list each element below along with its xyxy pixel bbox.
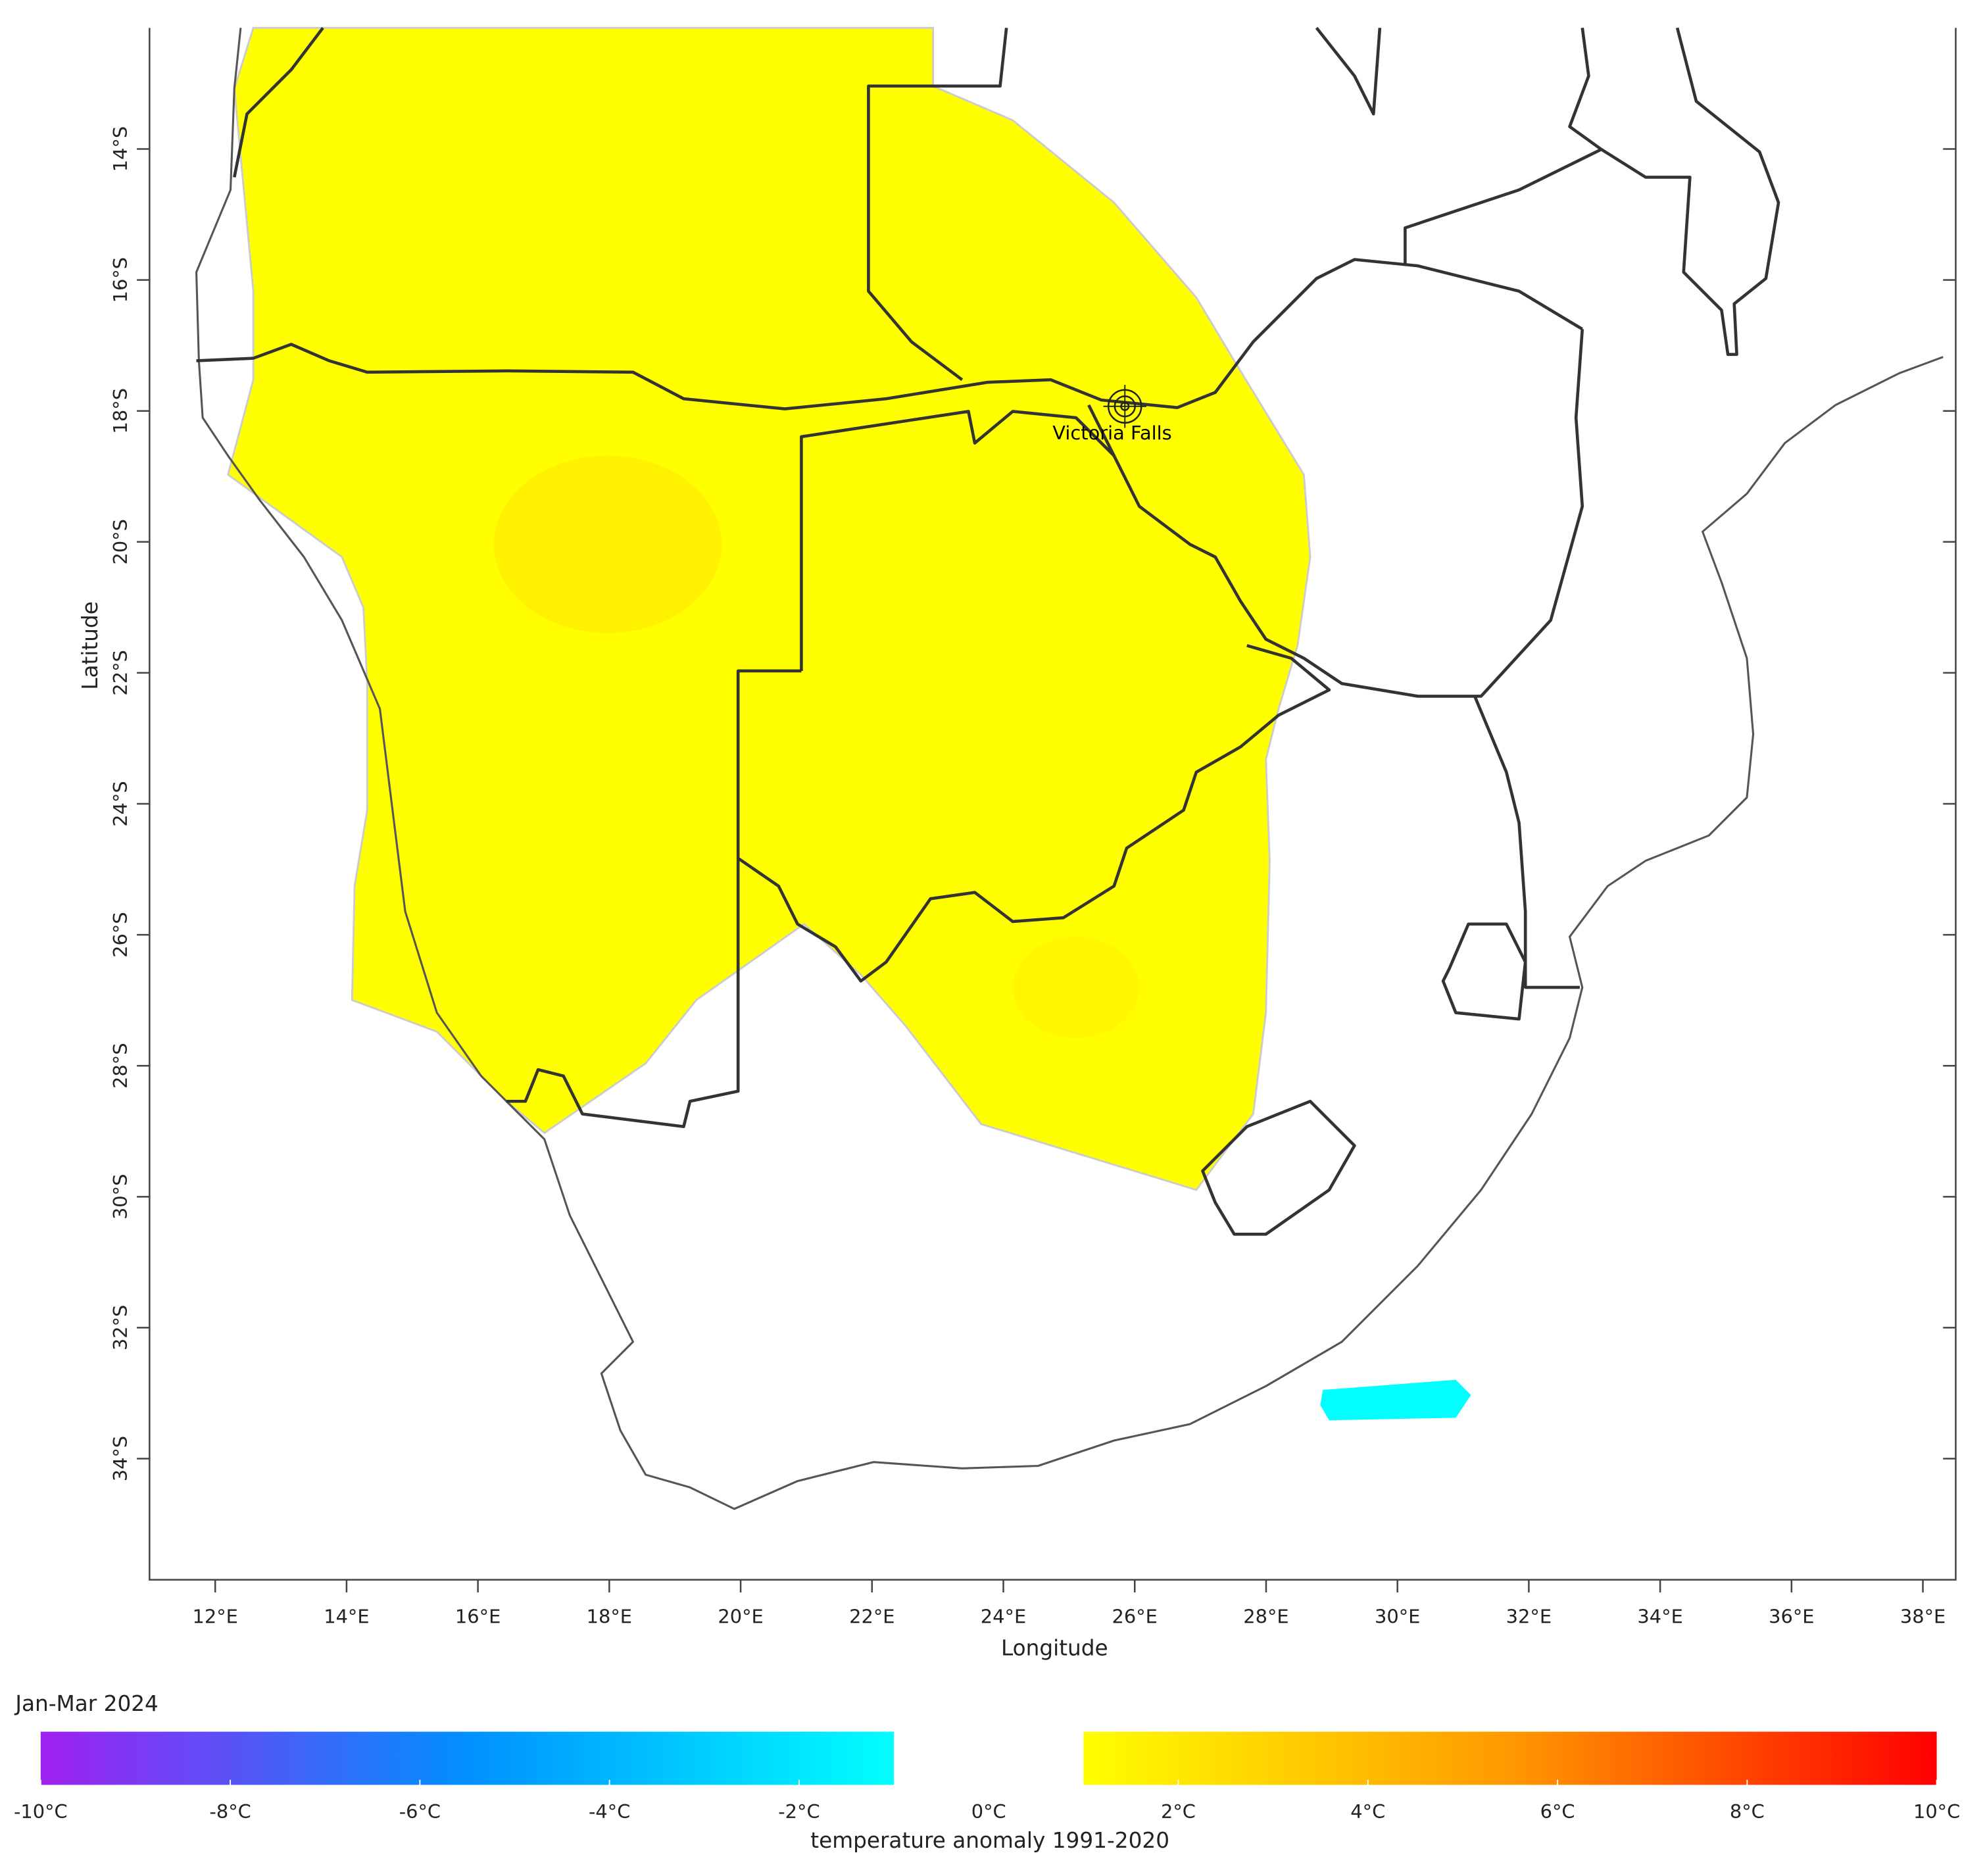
y-tick-label: 26°S [109,912,132,957]
x-tick-label: 24°E [981,1605,1026,1627]
y-tick-label: 30°S [109,1174,132,1220]
border [1201,1099,1356,1236]
border [233,26,324,178]
warm-anomaly-region [226,26,1311,1191]
y-tick-label: 32°S [109,1305,132,1350]
warm-anomaly-core [1012,937,1140,1039]
border [196,258,1583,410]
x-tick-label: 28°E [1243,1605,1288,1627]
colorbar-tick-label: 10°C [1913,1800,1960,1823]
colorbar-segment [40,1731,894,1785]
y-tick-label: 34°S [109,1436,132,1481]
border [506,858,740,1129]
y-tick-label: 20°S [109,519,132,564]
border [1473,695,1580,989]
colorbar-title: Jan-Mar 2024 [14,1691,159,1716]
y-axis-label: Latitude [78,601,103,690]
colorbar-tick-label: 2°C [1161,1800,1196,1823]
x-tick-label: 14°E [324,1605,369,1627]
x-tick-label: 26°E [1112,1605,1158,1627]
anomaly-shading [226,26,1471,1421]
x-tick-label: 16°E [455,1605,501,1627]
x-tick-label: 32°E [1506,1605,1552,1627]
x-axis-label: Longitude [1001,1636,1108,1661]
y-tick-label: 28°S [109,1043,132,1088]
warm-anomaly-core [493,455,722,633]
colorbar-tick-label: 6°C [1540,1800,1575,1823]
border [1441,922,1527,1021]
border [1315,26,1382,116]
x-tick-label: 18°E [587,1605,632,1627]
country-borders [196,26,1780,1236]
y-tick-label: 16°S [109,257,132,303]
border [736,410,1331,983]
y-tick-label: 14°S [109,126,132,172]
coastline-path [195,28,1944,1510]
cool-anomaly-region [1320,1379,1471,1421]
border [1568,28,1602,151]
place-label: Victoria Falls [1052,422,1171,444]
colorbar-tick-label: 0°C [971,1800,1006,1823]
colorbar-segment [1083,1731,1937,1785]
place-marker [1103,385,1146,428]
y-tick-label: 24°S [109,781,132,826]
y-tick-label: 18°S [109,388,132,433]
colorbar-tick-label: 8°C [1730,1800,1765,1823]
border [1087,329,1584,698]
colorbar-tick-label: -10°C [14,1800,68,1823]
x-tick-label: 22°E [849,1605,894,1627]
x-tick-label: 34°E [1637,1605,1682,1627]
colorbar-tick-label: -6°C [399,1800,441,1823]
x-tick-label: 36°E [1769,1605,1814,1627]
border [867,28,1008,382]
x-tick-label: 20°E [718,1605,763,1627]
coastline [195,28,1944,1510]
x-tick-label: 12°E [192,1605,237,1627]
y-tick-label: 22°S [109,650,132,695]
x-tick-label: 38°E [1900,1605,1946,1627]
border [1404,27,1780,357]
colorbar-tick-label: -2°C [778,1800,820,1823]
colorbar-tick-label: -8°C [209,1800,251,1823]
colorbar-label: temperature anomaly 1991-2020 [810,1828,1169,1853]
colorbar-tick-label: 4°C [1350,1800,1385,1823]
x-tick-label: 30°E [1375,1605,1420,1627]
colorbar-tick-label: -4°C [589,1800,630,1823]
